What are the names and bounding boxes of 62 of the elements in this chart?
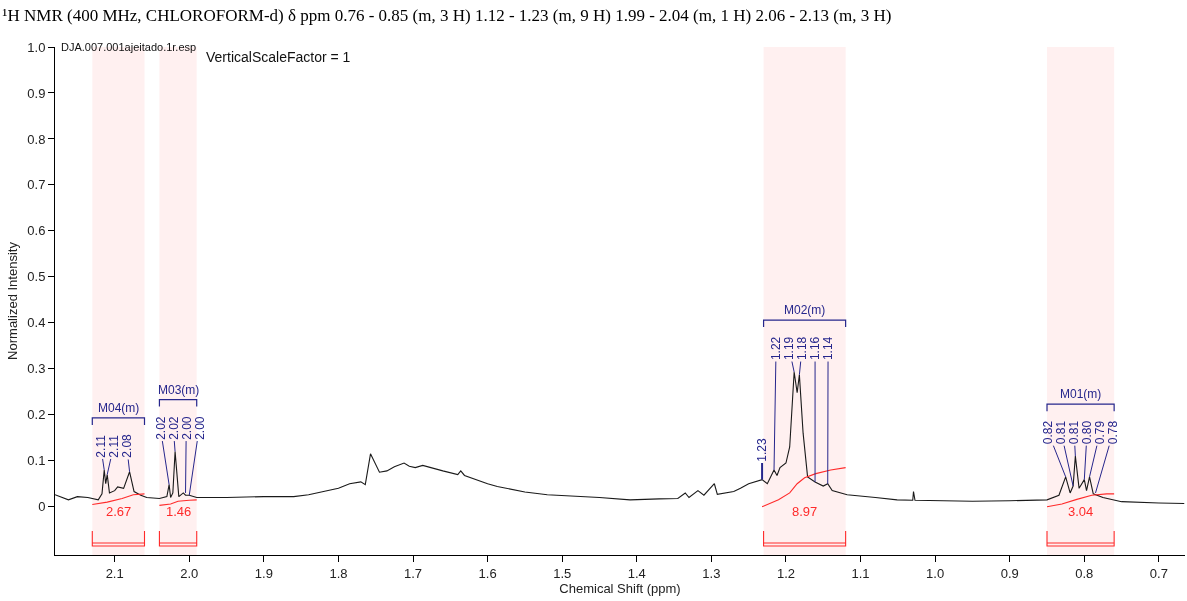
annotation: 2.11	[106, 434, 121, 458]
annotation: 2.11	[93, 434, 108, 458]
x-tick-label: 1.6	[478, 565, 497, 581]
annotation: M04(m)	[98, 401, 140, 415]
line-series	[55, 371, 1185, 505]
x-tick-label: 1.0	[926, 565, 945, 581]
x-tick-label: 1.8	[329, 565, 348, 581]
annotation: 0.82	[1040, 420, 1055, 445]
annotation: M02(m)	[784, 303, 826, 317]
y-tick-label: 0.2	[27, 407, 46, 423]
y-tick-label: 1.0	[27, 39, 46, 55]
annotation: 2.00	[192, 416, 207, 440]
annotation: VerticalScaleFactor = 1	[206, 49, 351, 65]
annotation: 1.14	[821, 336, 836, 361]
y-axis-title: Normalized Intensity	[5, 241, 21, 360]
y-tick-label: 0	[38, 499, 46, 515]
x-tick-label: 1.4	[627, 565, 646, 581]
y-tick-label: 0.4	[27, 315, 46, 331]
annotation: 2.08	[119, 433, 134, 458]
band-label: 1.46	[166, 504, 192, 519]
annotation: DJA.007.001ajeitado.1r.esp	[61, 41, 197, 53]
y-tick-label: 0.7	[27, 177, 46, 193]
annotation: 2.02	[153, 416, 168, 440]
x-axis-title: Chemical Shift (ppm)	[559, 581, 681, 597]
band-label: 8.97	[792, 504, 818, 519]
annotation: 1.18	[795, 336, 810, 361]
x-tick-label: 1.7	[403, 565, 423, 581]
annotation: 1.22	[769, 336, 784, 361]
y-tick-label: 0.3	[27, 361, 46, 377]
line-series	[91, 493, 146, 505]
band-label: 2.67	[106, 504, 132, 519]
x-tick-label: 1.5	[553, 565, 572, 581]
x-tick-label: 1.2	[776, 565, 795, 581]
y-tick-label: 0.6	[27, 223, 46, 239]
line-series	[761, 467, 847, 508]
y-tick-label: 0.8	[27, 131, 46, 147]
band-label: 3.04	[1068, 504, 1094, 519]
x-tick-label: 0.7	[1149, 565, 1168, 581]
line-series	[1046, 493, 1115, 508]
annotation: 1.16	[808, 336, 823, 361]
annotation: 2.00	[179, 416, 194, 440]
y-tick-label: 0.9	[27, 85, 46, 101]
annotation: 0.79	[1092, 420, 1107, 445]
x-tick-label: 2.0	[180, 565, 199, 581]
y-tick-label: 0.5	[27, 269, 46, 285]
annotation: 0.81	[1053, 420, 1068, 445]
annotation: 0.78	[1105, 420, 1120, 445]
annotation: M01(m)	[1060, 387, 1102, 401]
annotation: 1.23	[755, 438, 770, 462]
annotation: M03(m)	[158, 383, 200, 397]
y-tick-label: 0.1	[27, 453, 46, 469]
annotation: 1.19	[782, 336, 797, 361]
x-tick-label: 0.9	[1000, 565, 1019, 581]
x-tick-label: 1.9	[254, 565, 273, 581]
x-tick-label: 2.1	[105, 565, 124, 581]
annotation: 2.02	[166, 416, 181, 440]
x-tick-label: 1.1	[851, 565, 870, 581]
annotation: 0.81	[1066, 420, 1081, 445]
chart-title: ¹H NMR (400 MHz, CHLOROFORM-d) δ ppm 0.76 - 0.85 (m, 3 H) 1.12 - 1.23 (m, 9 H) 1.99 - 2.04 (m, 1 H) 2.06 - 2.13 (m, 3 H)	[2, 5, 892, 25]
x-tick-label: 1.3	[702, 565, 721, 581]
x-tick-label: 0.8	[1075, 565, 1094, 581]
annotation: 0.80	[1079, 420, 1094, 445]
